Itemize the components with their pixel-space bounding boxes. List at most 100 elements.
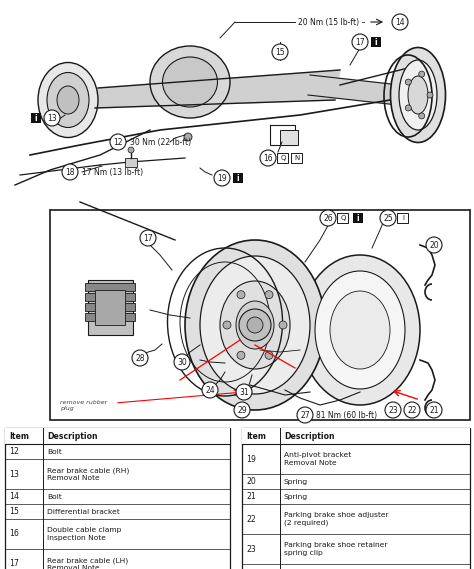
Bar bbox=[85, 293, 135, 301]
Circle shape bbox=[279, 321, 287, 329]
Circle shape bbox=[140, 230, 156, 246]
Circle shape bbox=[352, 34, 368, 50]
Circle shape bbox=[404, 402, 420, 418]
Bar bbox=[125, 158, 137, 167]
Circle shape bbox=[202, 382, 218, 398]
Text: 15: 15 bbox=[9, 507, 19, 516]
Circle shape bbox=[184, 133, 192, 141]
Polygon shape bbox=[308, 75, 400, 105]
Text: 14: 14 bbox=[9, 492, 19, 501]
Text: 16: 16 bbox=[263, 154, 273, 163]
Text: 23: 23 bbox=[388, 406, 398, 414]
Text: 28: 28 bbox=[135, 353, 145, 362]
Text: 17 Nm (13 lb‑ft): 17 Nm (13 lb‑ft) bbox=[82, 167, 143, 176]
Text: Description: Description bbox=[284, 431, 335, 440]
Circle shape bbox=[392, 14, 408, 30]
Bar bbox=[95, 290, 125, 325]
Text: N: N bbox=[294, 155, 300, 161]
Circle shape bbox=[174, 354, 190, 370]
Circle shape bbox=[234, 402, 250, 418]
Ellipse shape bbox=[57, 86, 79, 114]
Circle shape bbox=[426, 402, 442, 418]
Circle shape bbox=[110, 134, 126, 150]
Circle shape bbox=[272, 44, 288, 60]
Circle shape bbox=[419, 113, 425, 119]
Text: 18: 18 bbox=[65, 167, 75, 176]
Circle shape bbox=[405, 79, 411, 85]
Ellipse shape bbox=[399, 60, 437, 130]
Text: 21: 21 bbox=[246, 492, 256, 501]
Bar bbox=[292, 153, 302, 163]
Ellipse shape bbox=[200, 256, 310, 394]
Circle shape bbox=[419, 71, 425, 77]
Circle shape bbox=[132, 350, 148, 366]
Bar bbox=[85, 313, 135, 321]
Text: 14: 14 bbox=[395, 18, 405, 27]
Bar bbox=[88, 280, 133, 335]
Text: 21: 21 bbox=[429, 406, 439, 414]
Text: Item: Item bbox=[9, 431, 29, 440]
Circle shape bbox=[239, 309, 271, 341]
Ellipse shape bbox=[38, 63, 98, 138]
Text: i: i bbox=[374, 38, 377, 47]
Circle shape bbox=[62, 164, 78, 180]
Text: 31: 31 bbox=[239, 387, 249, 397]
Ellipse shape bbox=[163, 57, 218, 107]
Circle shape bbox=[385, 402, 401, 418]
Ellipse shape bbox=[150, 46, 230, 118]
Text: 20: 20 bbox=[246, 477, 256, 486]
Bar bbox=[233, 173, 243, 183]
Bar bbox=[85, 283, 135, 291]
Text: 20 Nm (15 lb‑ft) –: 20 Nm (15 lb‑ft) – bbox=[298, 18, 365, 27]
Circle shape bbox=[426, 237, 442, 253]
Ellipse shape bbox=[185, 240, 325, 410]
Text: Description: Description bbox=[47, 431, 98, 440]
Text: Spring: Spring bbox=[284, 493, 308, 500]
Bar bbox=[337, 213, 348, 223]
Bar bbox=[50, 210, 470, 420]
Text: Parking brake shoe retainer
spring clip: Parking brake shoe retainer spring clip bbox=[284, 542, 387, 556]
Ellipse shape bbox=[220, 281, 290, 369]
Bar bbox=[371, 37, 381, 47]
Ellipse shape bbox=[330, 291, 390, 369]
Text: 15: 15 bbox=[275, 47, 285, 56]
Text: 26: 26 bbox=[323, 213, 333, 222]
Text: 12: 12 bbox=[113, 138, 123, 146]
Ellipse shape bbox=[315, 271, 405, 389]
Circle shape bbox=[223, 321, 231, 329]
Bar bbox=[5, 428, 230, 569]
Bar bbox=[277, 153, 289, 163]
Circle shape bbox=[237, 351, 245, 359]
Text: 30: 30 bbox=[177, 357, 187, 366]
Text: 13: 13 bbox=[9, 469, 19, 479]
Text: Spring: Spring bbox=[284, 479, 308, 484]
Ellipse shape bbox=[391, 47, 446, 142]
Text: 29: 29 bbox=[237, 406, 247, 414]
Text: Q: Q bbox=[340, 215, 346, 221]
Text: I: I bbox=[402, 215, 404, 221]
Text: 12: 12 bbox=[9, 447, 19, 456]
Circle shape bbox=[44, 110, 60, 126]
Text: 13: 13 bbox=[47, 113, 57, 122]
Bar bbox=[31, 113, 41, 123]
Text: Q: Q bbox=[280, 155, 286, 161]
Ellipse shape bbox=[47, 72, 89, 127]
Ellipse shape bbox=[408, 76, 428, 114]
Circle shape bbox=[320, 210, 336, 226]
Text: Rear brake cable (LH)
Removal Note: Rear brake cable (LH) Removal Note bbox=[47, 557, 128, 569]
Circle shape bbox=[265, 291, 273, 299]
Circle shape bbox=[128, 147, 134, 153]
Text: Anti-pivot bracket
Removal Note: Anti-pivot bracket Removal Note bbox=[284, 452, 351, 466]
Text: Item: Item bbox=[246, 431, 266, 440]
Circle shape bbox=[237, 291, 245, 299]
Text: 22: 22 bbox=[246, 514, 256, 523]
Text: i: i bbox=[237, 174, 239, 183]
Polygon shape bbox=[95, 70, 340, 108]
Bar bbox=[242, 428, 470, 569]
Circle shape bbox=[260, 150, 276, 166]
Circle shape bbox=[247, 317, 263, 333]
Text: 30 Nm (22 lb‑ft): 30 Nm (22 lb‑ft) bbox=[130, 138, 191, 146]
Bar bbox=[5, 428, 230, 444]
Ellipse shape bbox=[300, 255, 420, 405]
Text: Parking brake shoe adjuster
(2 required): Parking brake shoe adjuster (2 required) bbox=[284, 512, 389, 526]
